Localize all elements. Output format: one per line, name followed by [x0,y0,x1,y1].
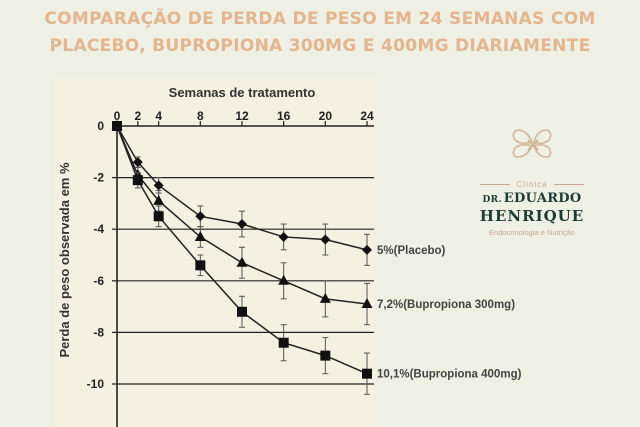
series-square: 10,1%(Bupropiona 400mg) [112,121,522,395]
data-series: 5%(Placebo) 7,2%(Bupropiona 300mg) 10,1%(B… [111,120,522,395]
doctor-last-name: HENRIQUE [479,207,585,225]
square-marker [320,350,331,361]
x-tick-label: 12 [235,109,249,123]
clinic-brand: Clínica DR. EDUARDO HENRIQUE Endocrinolog… [470,112,594,237]
divider-right [553,184,584,185]
x-tick-label: 0 [114,109,121,123]
doctor-prefix: DR. [482,195,502,205]
y-tick-label: -8 [93,325,104,339]
triangle-marker [194,230,206,241]
chart-title-line-1: COMPARAÇÃO DE PERDA DE PESO EM 24 SEMANA… [44,9,596,29]
x-tick-labels: 0 2 4 8 12 16 20 24 [114,109,374,126]
x-tick-label: 24 [360,109,374,123]
axes [116,125,374,427]
x-axis-label: Semanas de tratamento [169,85,316,100]
y-tick-label: -2 [93,171,104,185]
diamond-marker [132,157,143,168]
chart-panel [55,78,375,427]
triangle-marker [278,274,290,285]
series-end-label: 5%(Placebo) [377,245,446,257]
y-tick-label: -6 [93,274,104,288]
y-tick-labels: 0 -2 -4 -6 -8 -10 [87,119,117,391]
doctor-name-1: EDUARDO [503,191,582,206]
clinic-label-text: Clínica [516,180,548,189]
gridlines [117,177,374,385]
clinic-label: Clínica [470,180,594,189]
diamond-marker [237,219,247,230]
square-marker [237,306,247,317]
clinic-specialty: Endocrinologia e Nutrição [489,228,575,237]
diamond-marker [362,244,372,255]
square-marker [362,368,372,379]
square-marker [195,260,206,271]
x-tick-label: 20 [319,109,333,123]
y-axis-label: Perda de peso observada em % [57,162,72,358]
diamond-marker [320,234,331,245]
chart-title: COMPARAÇÃO DE PERDA DE PESO EM 24 SEMANA… [0,6,640,60]
chart-title-line-2: PLACEBO, BUPROPIONA 300MG E 400MG DIARIA… [49,36,591,56]
y-tick-label: 0 [97,119,104,133]
x-tick-label: 2 [134,109,141,123]
y-tick-label: -4 [93,222,104,236]
diamond-marker [153,180,164,191]
square-marker [112,121,122,131]
diamond-marker [195,211,206,222]
flower-cross-logo-icon [512,129,552,158]
square-marker [278,337,289,348]
triangle-marker [319,292,331,303]
divider-left [480,184,511,185]
y-tick-label: -10 [87,377,105,391]
x-tick-label: 8 [197,109,204,123]
triangle-marker [361,298,373,309]
series-line [116,125,368,251]
x-tick-label: 16 [277,109,291,123]
series-triangle: 7,2%(Bupropiona 300mg) [111,120,515,326]
square-marker [153,211,164,222]
square-marker [132,175,143,186]
series-line [116,125,368,375]
triangle-marker [153,194,165,205]
diamond-marker [278,231,289,242]
doctor-first-name: DR. EDUARDO [470,191,594,208]
x-tick-label: 4 [155,109,162,123]
series-end-label: 10,1%(Bupropiona 400mg) [377,369,522,381]
series-end-label: 7,2%(Bupropiona 300mg) [377,299,515,311]
series-diamond: 5%(Placebo) [112,121,446,266]
triangle-marker [236,256,248,267]
